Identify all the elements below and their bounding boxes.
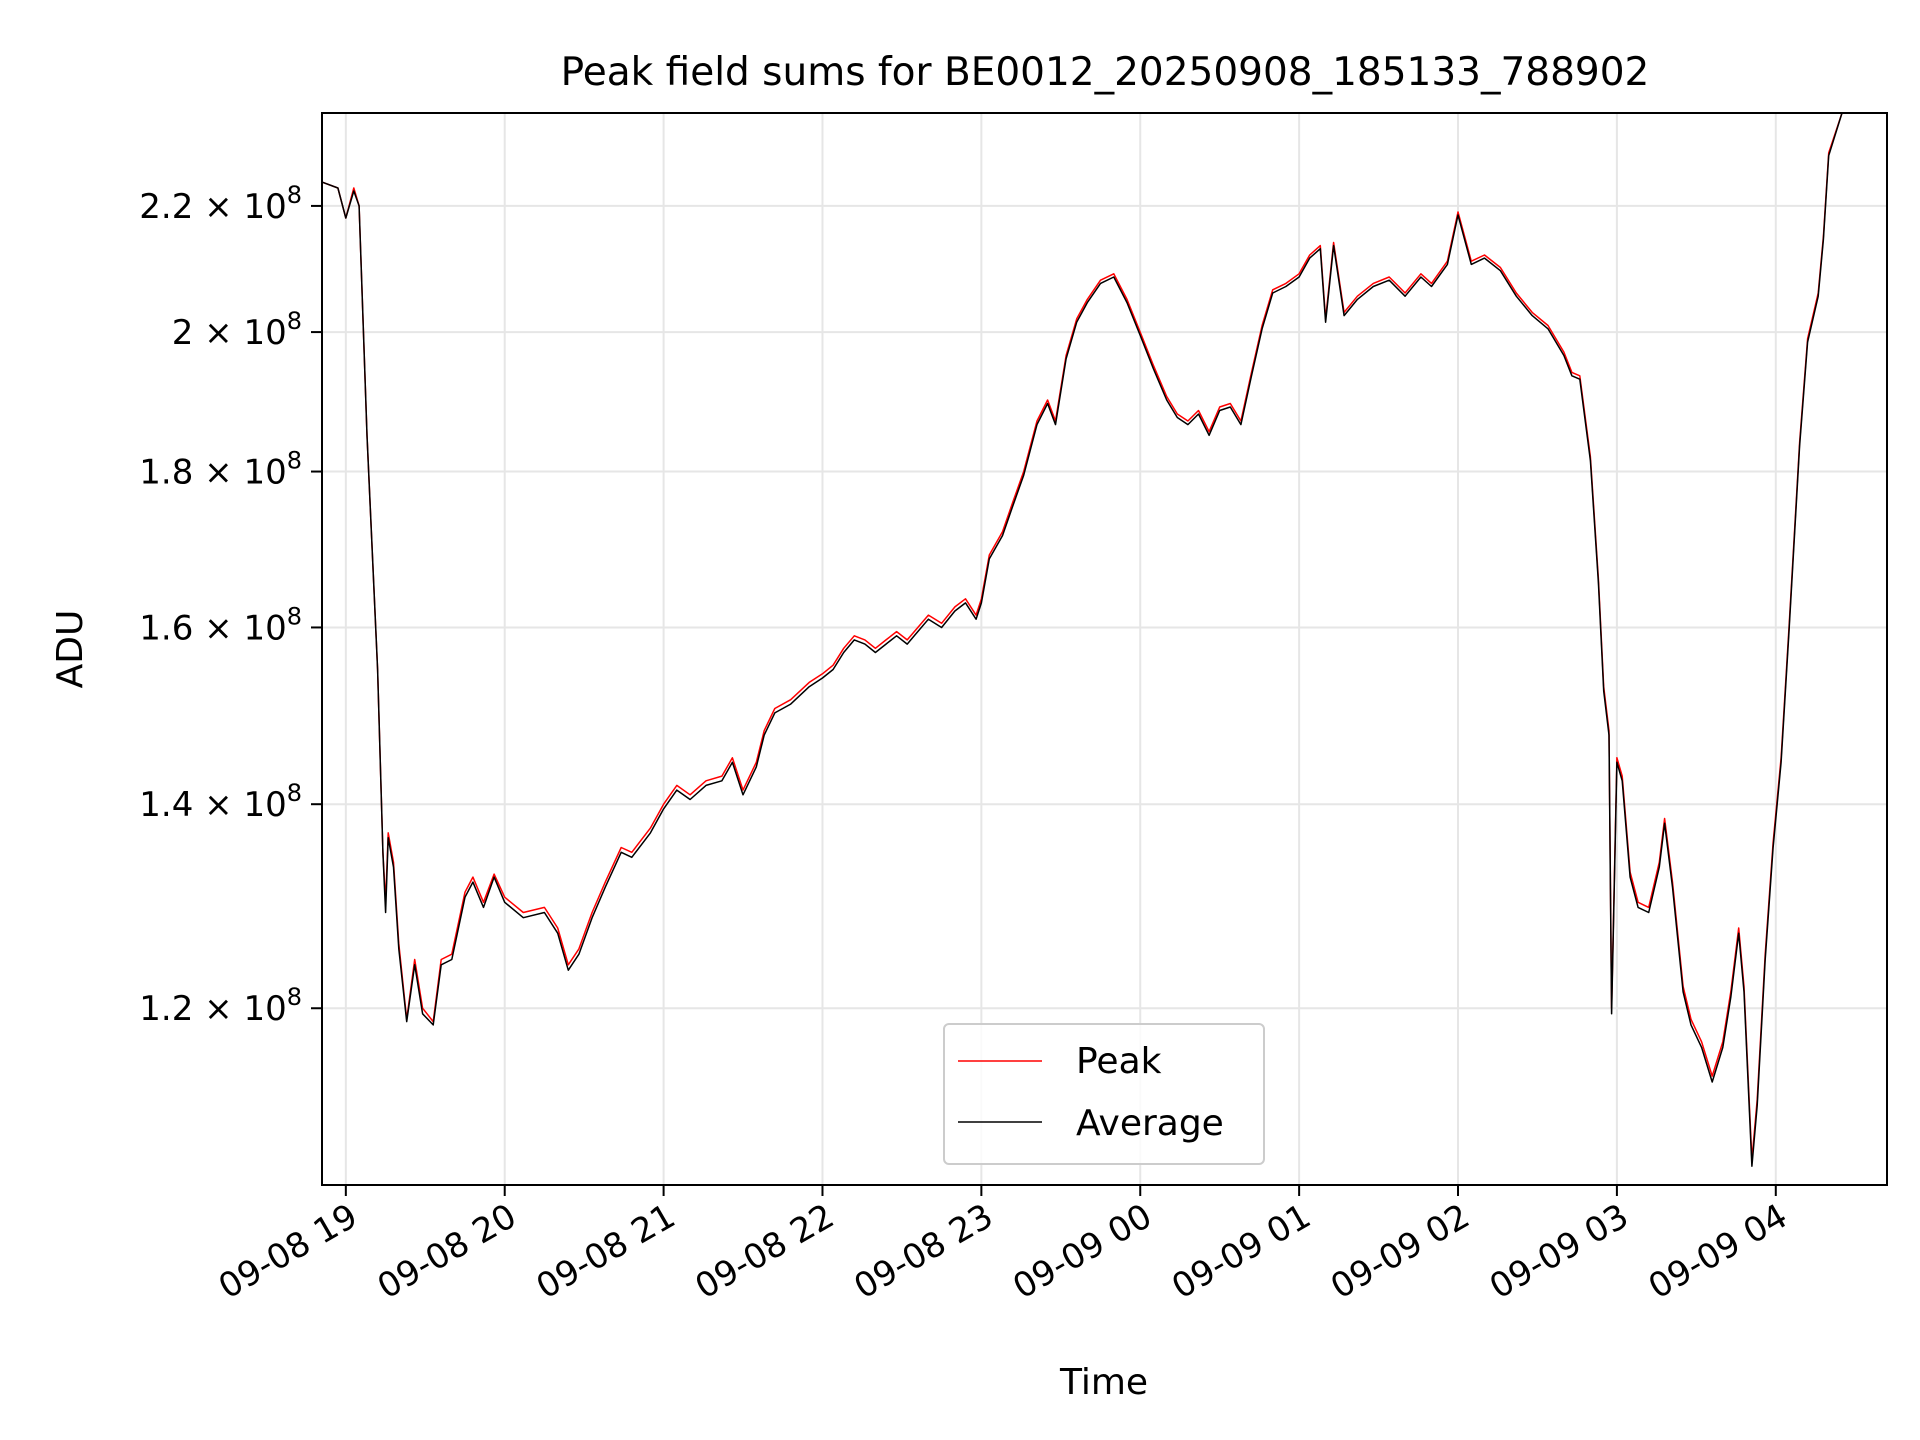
series-line-peak <box>321 112 1843 1161</box>
chart-title: Peak field sums for BE0012_20250908_1851… <box>561 50 1650 95</box>
legend: Peak Average <box>943 1023 1265 1165</box>
y-axis-label: ADU <box>50 610 91 689</box>
legend-box <box>943 1023 1265 1165</box>
x-axis-label: Time <box>1059 1362 1148 1403</box>
y-tick-label: 1.6 × 108 <box>139 602 302 648</box>
y-axis-ticks: 1.2 × 108 1.4 × 108 1.6 × 108 1.8 × 108 2 × … <box>139 181 322 1029</box>
y-tick-label: 1.2 × 108 <box>139 983 302 1029</box>
grid <box>322 113 1887 1185</box>
legend-label-average: Average <box>1076 1103 1224 1144</box>
y-tick-label: 2.2 × 108 <box>139 181 302 227</box>
y-tick-label: 1.8 × 108 <box>139 447 302 493</box>
series-group <box>321 112 1843 1167</box>
legend-label-peak: Peak <box>1076 1041 1162 1082</box>
y-tick-label: 2 × 108 <box>172 307 302 353</box>
series-line-average <box>321 112 1843 1167</box>
plot-area-frame <box>321 112 1888 1186</box>
y-tick-label: 1.4 × 108 <box>139 779 302 825</box>
